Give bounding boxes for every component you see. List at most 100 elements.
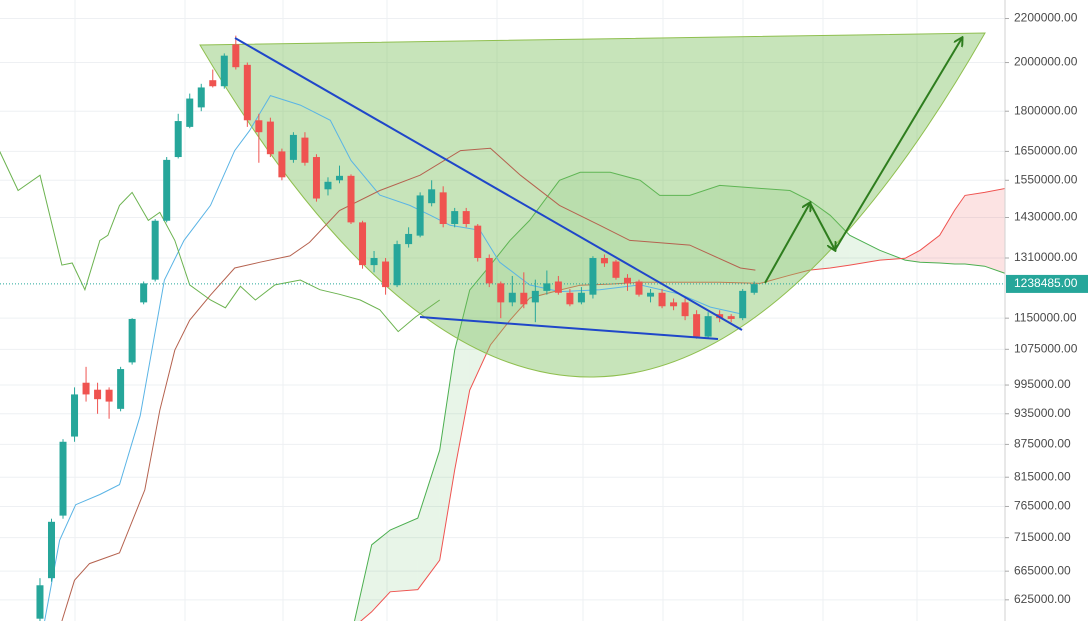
candle-body <box>151 220 159 280</box>
cloud-fill <box>984 188 1005 274</box>
indicator-lines <box>0 95 1005 621</box>
price-axis: 2200000.00 2000000.00 1800000.00 1650000.00… <box>1005 11 1088 606</box>
arrow <box>834 38 962 251</box>
candle-body <box>635 281 643 295</box>
y-tick-label: 715000.00 <box>1014 530 1071 544</box>
cloud-fill <box>390 518 418 592</box>
candle-body <box>727 316 735 319</box>
y-tick-label: 1650000.00 <box>1014 144 1078 158</box>
y-tick-label: 765000.00 <box>1014 499 1071 513</box>
candle-body <box>197 87 205 108</box>
cloud-fill <box>610 172 641 285</box>
candle-body <box>485 257 493 284</box>
y-tick-label: 1150000.00 <box>1014 310 1077 324</box>
arrow <box>764 203 810 284</box>
candle-body <box>59 441 67 516</box>
cloud-fill <box>371 529 391 612</box>
cloud-fill <box>920 235 940 263</box>
candle-body <box>647 292 655 297</box>
last-price-box <box>1006 274 1088 293</box>
last-price-label: 1238485.00 <box>1014 276 1078 290</box>
y-tick-label: 815000.00 <box>1014 469 1071 483</box>
candle-body <box>278 151 286 178</box>
candle-body <box>497 283 505 303</box>
candle-body <box>531 290 539 303</box>
candle-body <box>232 44 240 68</box>
candle-body <box>451 211 459 225</box>
indicator-line <box>0 151 440 333</box>
candle-body <box>94 389 102 400</box>
cloud-fill <box>417 450 440 590</box>
cloud-fill <box>689 185 720 283</box>
y-tick-label: 625000.00 <box>1014 592 1071 606</box>
y-tick-label: 1550000.00 <box>1014 172 1078 186</box>
candle-body <box>670 302 678 307</box>
y-tick-label: 995000.00 <box>1014 377 1071 391</box>
candle-body <box>347 175 355 223</box>
cloud-fill <box>580 172 611 286</box>
candle-body <box>82 382 90 395</box>
cloud-fill <box>529 180 560 299</box>
cloud-fill <box>954 195 966 265</box>
drawings <box>234 38 962 340</box>
candle-body <box>739 290 747 319</box>
candle-body <box>612 261 620 278</box>
candle-body <box>554 281 562 293</box>
candle-body <box>117 369 125 409</box>
candle-body <box>462 211 470 225</box>
candle-body <box>589 257 597 295</box>
candle-body <box>681 302 689 317</box>
cloud-fill <box>469 265 491 391</box>
candle-body <box>577 292 585 303</box>
candle-body <box>140 283 148 303</box>
y-tick-label: 875000.00 <box>1014 437 1071 451</box>
cloud-fill <box>759 188 790 284</box>
cloud-fill <box>640 180 660 283</box>
candle-body <box>255 120 263 133</box>
cloud-span-b <box>360 187 1005 621</box>
candle-body <box>301 137 309 163</box>
cloud-fill <box>849 235 880 266</box>
trend-line <box>419 316 719 340</box>
candle-body <box>416 195 424 236</box>
candle-body <box>71 394 79 437</box>
cloud-fill <box>905 250 921 263</box>
candle-body <box>405 233 413 245</box>
candle-body <box>566 292 574 305</box>
candle-body <box>658 292 666 307</box>
candle-body <box>220 55 228 87</box>
y-tick-label: 2000000.00 <box>1014 55 1078 69</box>
candle-body <box>623 277 631 284</box>
candle-body <box>266 121 274 155</box>
candle-body <box>312 157 320 199</box>
candle-body <box>243 64 251 121</box>
y-tick-label: 1310000.00 <box>1014 250 1078 264</box>
candle-body <box>693 314 701 337</box>
y-tick-label: 665000.00 <box>1014 563 1071 577</box>
candle-body <box>520 292 528 305</box>
candle-body <box>508 292 516 303</box>
indicator-line <box>44 95 741 621</box>
cloud-fill <box>439 350 455 561</box>
candle-body <box>543 283 551 291</box>
candle-body <box>474 225 482 258</box>
y-tick-label: 1430000.00 <box>1014 210 1078 224</box>
cup-drawing <box>199 32 986 378</box>
candle-body <box>163 159 171 221</box>
candle-body <box>209 80 217 87</box>
cloud-fill <box>965 192 985 267</box>
cloud-fill <box>454 290 470 470</box>
candle-body <box>335 175 343 181</box>
candle-body <box>324 181 332 190</box>
cloud-fill <box>659 195 690 283</box>
candle-body <box>600 257 608 264</box>
candle-body <box>428 189 436 204</box>
candle-body <box>174 121 182 158</box>
y-tick-label: 2200000.00 <box>1014 11 1078 25</box>
candle-body <box>289 134 297 160</box>
cloud-fill <box>719 185 760 284</box>
cloud-span-a <box>354 171 1005 621</box>
candle-body <box>382 261 390 288</box>
candle-body <box>370 257 378 266</box>
